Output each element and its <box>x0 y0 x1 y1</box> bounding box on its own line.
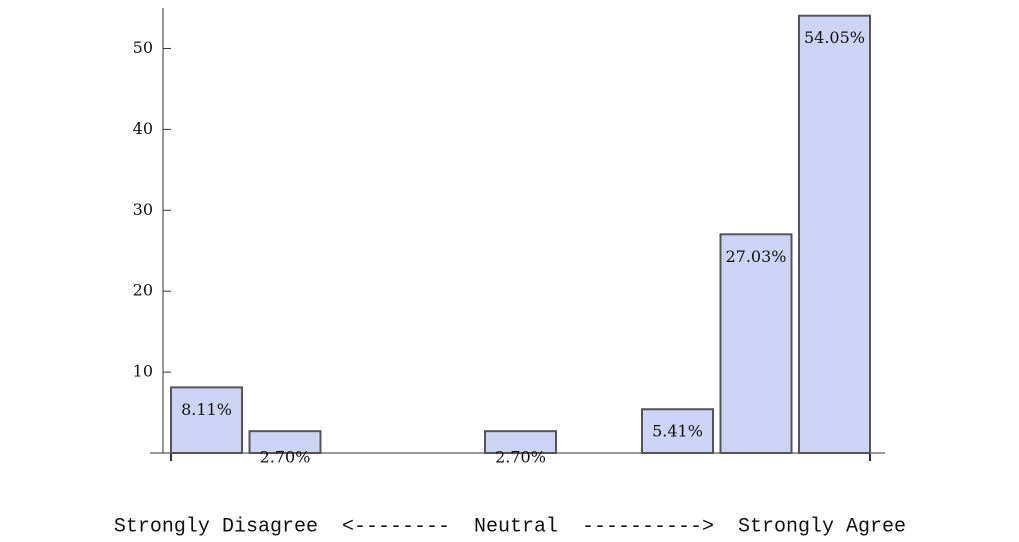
value-label: 8.11% <box>181 400 232 419</box>
bar <box>798 14 871 454</box>
bar <box>248 430 322 454</box>
y-tick-label: 30 <box>133 200 153 219</box>
bar <box>719 233 793 454</box>
y-tick-label: 40 <box>133 119 153 138</box>
y-tick-label: 20 <box>133 281 153 300</box>
bar <box>641 408 714 454</box>
bar <box>170 386 243 454</box>
value-label: 2.70% <box>495 448 546 467</box>
y-tick-label: 50 <box>133 38 153 57</box>
value-label: 5.41% <box>652 422 703 441</box>
x-axis-label: Strongly Disagree <-------- Neutral ----… <box>114 515 906 538</box>
y-tick-label: 10 <box>133 362 153 381</box>
value-label: 54.05% <box>804 28 865 47</box>
bar <box>484 430 557 454</box>
value-label: 27.03% <box>725 247 786 266</box>
value-label: 2.70% <box>260 448 311 467</box>
